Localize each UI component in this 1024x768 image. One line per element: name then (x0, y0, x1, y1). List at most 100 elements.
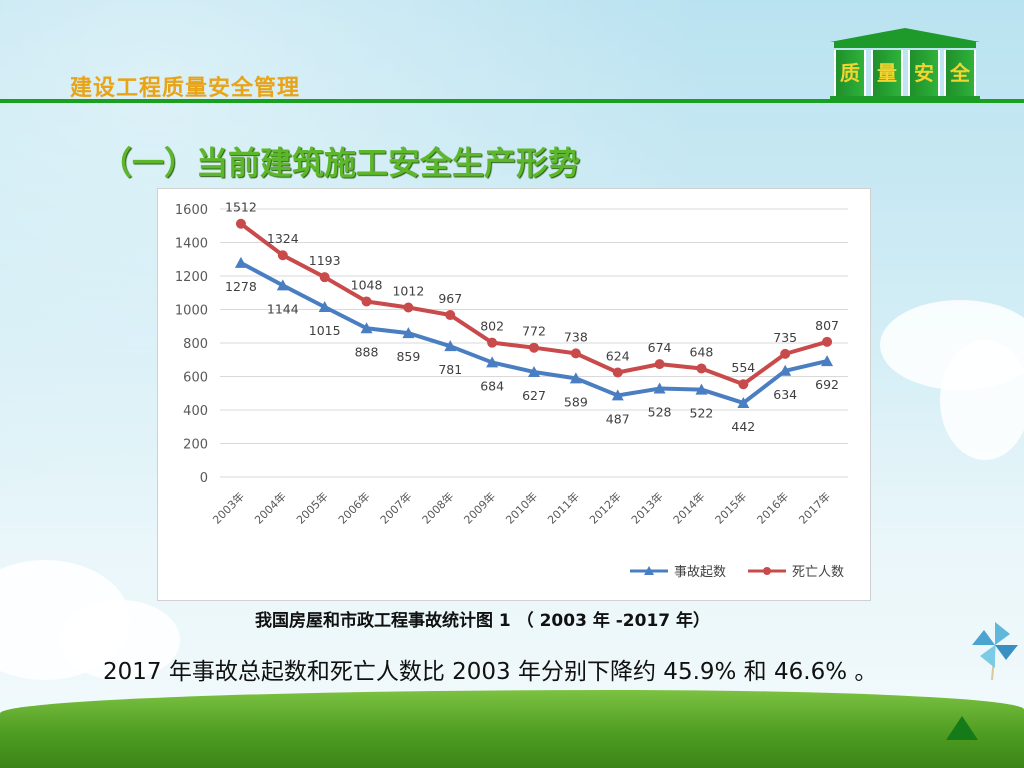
data-point (318, 300, 331, 312)
y-tick-label: 400 (183, 404, 208, 419)
data-point (402, 327, 415, 339)
logo-char: 安 (908, 50, 940, 96)
data-point (695, 383, 708, 395)
logo-roof (830, 28, 980, 42)
legend-marker (644, 566, 654, 575)
summary-text: 2017 年事故总起数和死亡人数比 2003 年分别下降约 45.9% 和 46… (103, 659, 878, 685)
data-label: 802 (480, 319, 504, 334)
x-tick-label: 2010年 (503, 489, 540, 526)
cloud (60, 600, 180, 680)
x-tick-label: 2007年 (377, 489, 414, 526)
x-tick-label: 2009年 (461, 489, 498, 526)
x-tick-label: 2017年 (796, 489, 833, 526)
data-point (738, 379, 749, 390)
legend-marker (763, 567, 771, 575)
data-label: 589 (564, 394, 588, 409)
data-label: 1015 (309, 323, 341, 338)
data-label: 554 (731, 360, 755, 375)
y-tick-label: 800 (183, 337, 208, 352)
header-divider (0, 99, 1024, 103)
y-tick-label: 200 (183, 438, 208, 453)
data-label: 528 (648, 405, 672, 420)
data-point (780, 348, 791, 359)
data-label: 1048 (351, 277, 383, 292)
data-label: 807 (815, 318, 839, 333)
data-label: 1144 (267, 301, 299, 316)
x-tick-label: 2004年 (251, 489, 288, 526)
data-label: 522 (690, 406, 714, 421)
data-label: 781 (438, 362, 462, 377)
data-label: 859 (396, 349, 420, 364)
data-point (361, 296, 372, 307)
data-label: 634 (773, 387, 797, 402)
y-tick-label: 1600 (175, 203, 208, 218)
data-label: 1012 (392, 283, 424, 298)
data-label: 888 (355, 344, 379, 359)
header-title: 建设工程质量安全管理 (70, 76, 301, 101)
section-title: （一）当前建筑施工安全生产形势 (100, 144, 581, 182)
data-label: 648 (690, 344, 714, 359)
data-point (360, 322, 373, 334)
x-tick-label: 2008年 (419, 489, 456, 526)
x-tick-label: 2005年 (293, 489, 330, 526)
chart-caption: 我国房屋和市政工程事故统计图 1 （ 2003 年 -2017 年） (255, 611, 711, 631)
x-tick-label: 2013年 (628, 489, 665, 526)
data-label: 1278 (225, 279, 257, 294)
data-point (821, 355, 834, 367)
next-slide-arrow-icon[interactable] (946, 716, 978, 740)
data-point (403, 302, 414, 313)
data-label: 1324 (267, 231, 299, 246)
data-point (444, 340, 457, 352)
data-label: 735 (773, 330, 797, 345)
data-point (528, 365, 540, 377)
data-point (529, 342, 539, 353)
x-tick-label: 2015年 (712, 489, 749, 526)
data-point (235, 218, 246, 229)
data-point (277, 250, 288, 261)
data-point (234, 256, 247, 268)
logo-char: 量 (871, 50, 903, 96)
grass-background (0, 690, 1024, 768)
data-label: 772 (522, 324, 546, 339)
data-label: 1193 (309, 253, 341, 268)
data-label: 442 (731, 419, 755, 434)
data-point (319, 272, 330, 283)
data-point (486, 356, 499, 368)
y-tick-label: 0 (200, 471, 208, 486)
data-point (611, 389, 624, 401)
data-point (822, 336, 833, 347)
data-point (612, 367, 623, 378)
x-tick-label: 2011年 (545, 489, 582, 526)
legend-label: 死亡人数 (792, 565, 844, 580)
x-tick-label: 2014年 (670, 489, 707, 526)
data-label: 674 (648, 340, 672, 355)
data-point (569, 372, 582, 384)
data-label: 967 (438, 291, 462, 306)
data-label: 487 (606, 411, 630, 426)
data-point (487, 337, 498, 348)
data-point (696, 363, 707, 374)
pinwheel-icon (972, 622, 1018, 680)
data-label: 627 (522, 388, 546, 403)
logo-char: 质 (834, 50, 866, 96)
x-tick-label: 2006年 (335, 489, 372, 526)
data-label: 692 (815, 377, 839, 392)
logo-base (830, 96, 980, 102)
logo-beam (834, 42, 976, 48)
data-label: 684 (480, 378, 504, 393)
data-point (570, 348, 581, 359)
data-point (654, 359, 665, 370)
data-point (445, 310, 456, 321)
chart-container: 0 200 400 600 800 1000 1200 1400 1600 2003年 2004年 2… (157, 188, 871, 601)
data-label: 1512 (225, 200, 257, 215)
y-tick-label: 1400 (175, 237, 208, 252)
quality-safety-logo: 质 量 安 全 (830, 28, 980, 104)
y-tick-label: 600 (183, 371, 208, 386)
x-tick-label: 2016年 (754, 489, 791, 526)
data-label: 738 (564, 329, 588, 344)
y-tick-label: 1200 (175, 270, 208, 285)
data-label: 624 (606, 348, 630, 363)
data-point (779, 364, 792, 376)
logo-char: 全 (944, 50, 976, 96)
